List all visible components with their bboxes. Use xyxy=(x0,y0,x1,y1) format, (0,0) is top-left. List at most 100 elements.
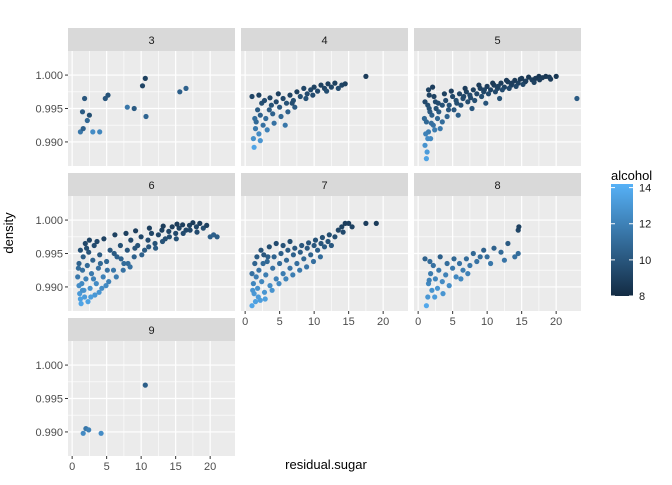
data-point xyxy=(446,283,452,289)
data-point xyxy=(266,107,272,113)
x-tick-label: 5 xyxy=(277,316,283,328)
data-point xyxy=(204,222,210,228)
facet-strip-label: 8 xyxy=(494,180,500,192)
data-point xyxy=(426,105,432,112)
data-point xyxy=(79,287,86,293)
y-axis-label: density xyxy=(1,212,16,254)
data-point xyxy=(460,267,466,273)
x-tick-label: 5 xyxy=(104,461,110,473)
points-group xyxy=(77,75,189,135)
data-point xyxy=(106,279,112,285)
data-point xyxy=(214,234,220,240)
data-point xyxy=(523,78,529,84)
data-point xyxy=(100,274,106,280)
data-point xyxy=(434,115,441,122)
data-point xyxy=(304,91,310,97)
data-point xyxy=(509,80,515,86)
data-point xyxy=(299,242,305,249)
data-point xyxy=(283,276,289,282)
data-point xyxy=(251,144,257,150)
data-point xyxy=(197,220,203,226)
data-point xyxy=(104,258,110,265)
data-point xyxy=(142,247,148,253)
data-point xyxy=(256,131,262,137)
data-point xyxy=(303,95,309,102)
data-point xyxy=(86,112,92,118)
data-point xyxy=(430,262,436,269)
data-point xyxy=(138,234,144,240)
facet-panel-7: 7 xyxy=(241,173,408,311)
data-point xyxy=(335,85,341,91)
data-point xyxy=(283,257,290,263)
data-point xyxy=(490,80,496,86)
data-point xyxy=(280,242,286,249)
data-point xyxy=(463,256,469,262)
data-point xyxy=(443,272,449,278)
data-point xyxy=(290,252,296,258)
points-group xyxy=(80,382,148,436)
data-point xyxy=(282,122,288,128)
data-point xyxy=(265,254,271,260)
data-point xyxy=(287,265,293,271)
data-point xyxy=(439,119,445,125)
data-point xyxy=(324,88,330,94)
y-tick-label: 0.995 xyxy=(35,104,63,116)
x-tick-label: 15 xyxy=(343,316,355,328)
data-point xyxy=(88,294,94,300)
facet-panels: 3 4 5 6 7 8 9 xyxy=(68,28,581,456)
facet-strip xyxy=(241,173,408,196)
data-point xyxy=(445,107,452,113)
facet-strip xyxy=(68,28,235,51)
data-point xyxy=(257,112,263,118)
data-point xyxy=(481,87,487,93)
data-point xyxy=(143,113,149,120)
data-point xyxy=(146,225,152,231)
data-point xyxy=(425,294,431,300)
data-point xyxy=(117,242,123,249)
data-point xyxy=(346,220,352,226)
data-point xyxy=(432,294,438,300)
data-point xyxy=(455,112,461,118)
y-tick-label: 1.000 xyxy=(35,70,63,82)
data-point xyxy=(104,267,110,273)
data-point xyxy=(428,120,434,126)
data-point xyxy=(90,129,96,135)
points-group xyxy=(75,220,220,307)
data-point xyxy=(434,285,441,291)
data-point xyxy=(429,287,435,293)
data-point xyxy=(176,225,182,231)
data-point xyxy=(328,242,334,249)
data-point xyxy=(513,83,519,89)
data-point xyxy=(88,271,95,277)
points-group xyxy=(422,224,522,309)
facet-panel-3: 3 xyxy=(68,28,235,166)
data-point xyxy=(250,136,256,142)
data-point xyxy=(249,93,255,100)
data-point xyxy=(476,82,482,88)
data-point xyxy=(101,236,107,242)
legend-tick-label: 8 xyxy=(639,291,645,303)
facet-strip-label: 9 xyxy=(148,325,154,337)
data-point xyxy=(304,245,310,251)
data-point xyxy=(277,104,283,110)
data-point xyxy=(426,277,432,283)
data-point xyxy=(483,100,489,106)
data-point xyxy=(437,126,443,132)
data-point xyxy=(173,230,179,236)
data-point xyxy=(312,237,319,243)
y-tick-label: 0.990 xyxy=(35,137,63,149)
data-point xyxy=(267,283,273,289)
data-point xyxy=(261,252,267,258)
data-point xyxy=(259,279,265,285)
data-point xyxy=(285,247,291,253)
data-point xyxy=(436,267,442,273)
x-tick-label: 15 xyxy=(516,316,528,328)
data-point xyxy=(422,142,428,148)
data-point xyxy=(124,247,130,253)
data-point xyxy=(432,276,438,282)
data-point xyxy=(269,287,275,293)
data-point xyxy=(332,80,338,86)
data-point xyxy=(153,245,159,251)
data-point xyxy=(306,240,312,246)
data-point xyxy=(297,267,303,273)
